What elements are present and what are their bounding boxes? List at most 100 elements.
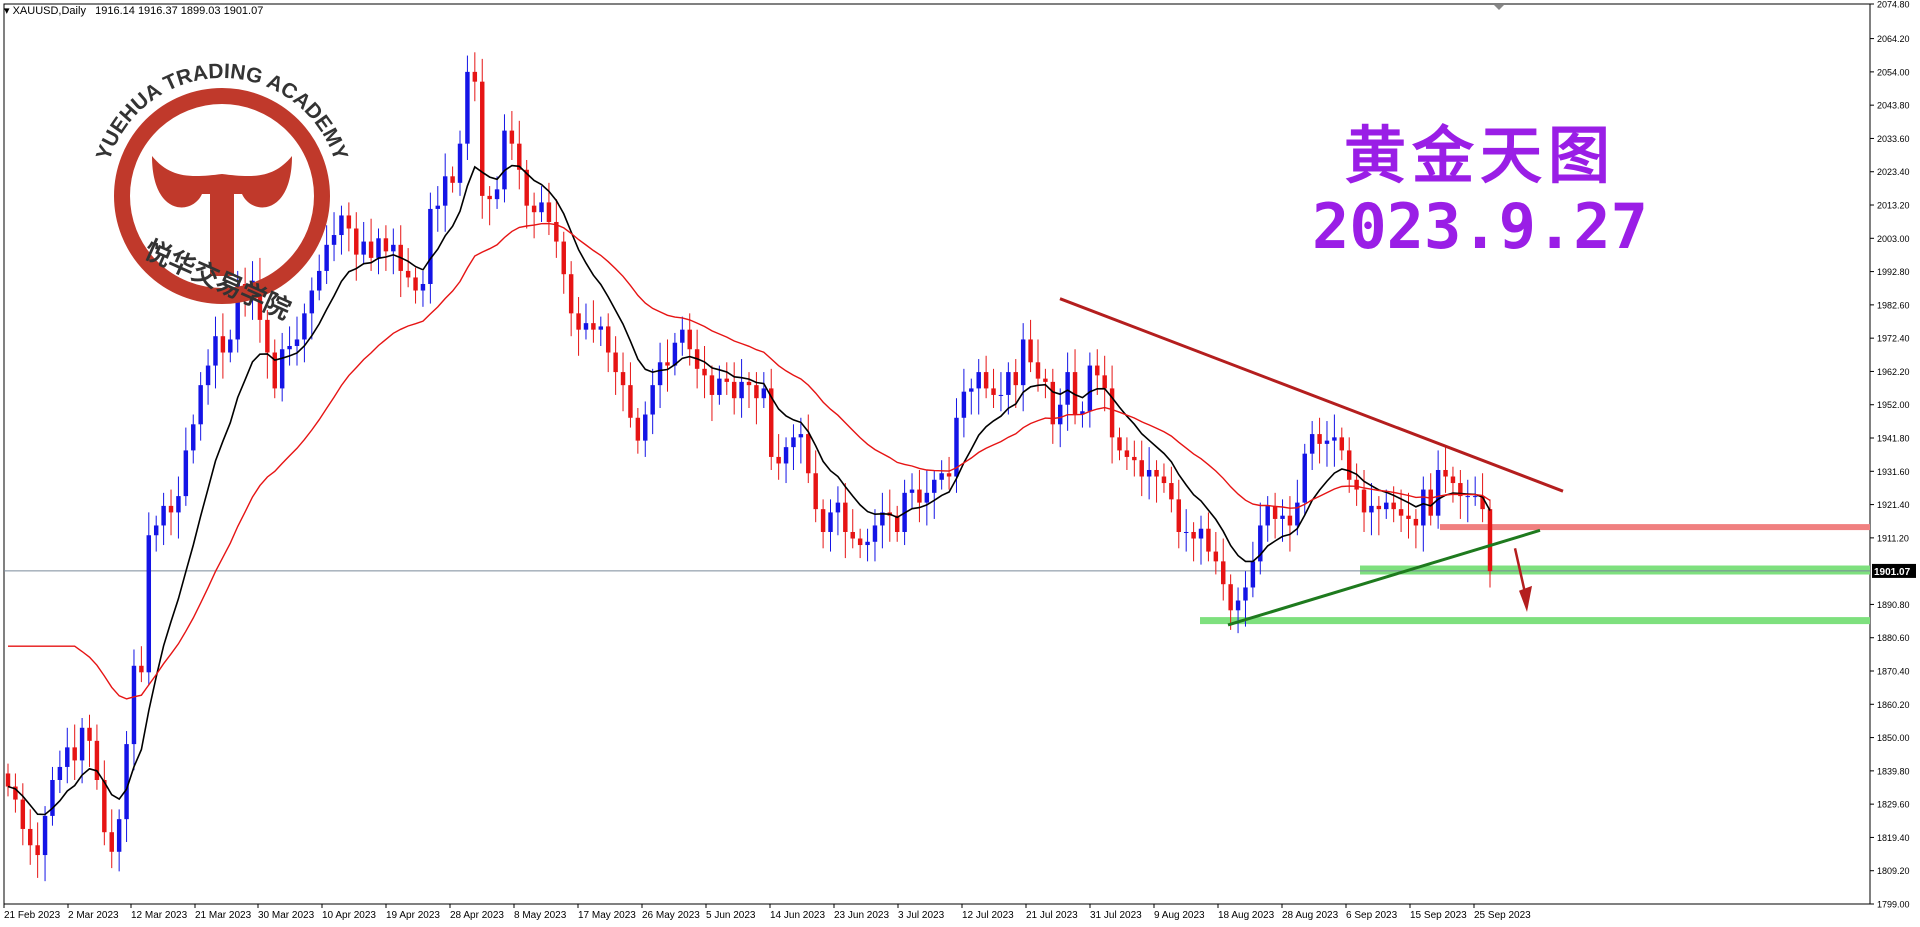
symbol-label: XAUUSD,Daily <box>12 5 86 17</box>
support-zone-lower <box>1200 617 1870 625</box>
academy-logo: YUEHUA TRADING ACADEMY 悦华交易学院 <box>92 60 352 325</box>
current-price-label: 1901.07 <box>1874 567 1911 578</box>
x-tick-label: 28 Apr 2023 <box>450 910 504 921</box>
candle-body <box>287 345 292 350</box>
candle-body <box>1480 496 1485 510</box>
candle-body <box>1265 505 1270 526</box>
candle-body <box>1206 528 1211 552</box>
candle-body <box>583 323 589 330</box>
candle-body <box>665 362 670 366</box>
header-arrow-icon: ▾ <box>4 5 10 17</box>
candle-body <box>1020 339 1026 386</box>
candle-body <box>509 130 515 144</box>
candle-body <box>20 799 26 829</box>
x-tick-label: 21 Jul 2023 <box>1026 910 1078 921</box>
y-tick-label: 2074.80 <box>1877 0 1910 10</box>
candle-body <box>1428 489 1433 516</box>
ma-slow-line <box>8 222 1491 700</box>
current-price-tag <box>1872 563 1916 578</box>
candle-body <box>828 512 833 532</box>
candle-body <box>316 270 322 291</box>
candle-body <box>680 329 685 343</box>
candle-body <box>1198 528 1204 539</box>
y-tick-label: 1880.60 <box>1877 633 1910 643</box>
candle-body <box>65 747 70 767</box>
candle-body <box>917 489 922 503</box>
candle-body <box>531 205 537 213</box>
x-tick-label: 12 Jul 2023 <box>962 910 1014 921</box>
candle-body <box>806 434 811 474</box>
y-tick-label: 2064.20 <box>1877 34 1910 44</box>
candle-body <box>1450 476 1456 484</box>
candle-body <box>1309 434 1315 454</box>
candle-body <box>924 492 930 503</box>
candle-body <box>1183 531 1189 533</box>
candle-body <box>1487 509 1493 572</box>
candle-body <box>1176 499 1182 532</box>
candle-body <box>191 424 196 451</box>
candle-body <box>1361 489 1367 513</box>
candle-body <box>1465 496 1470 498</box>
candle-body <box>1146 469 1152 477</box>
x-tick-label: 9 Aug 2023 <box>1154 910 1205 921</box>
candle-body <box>1028 339 1033 363</box>
candle-body <box>346 215 352 229</box>
chart-header: ▾ XAUUSD,Daily 1916.14 1916.37 1899.03 1… <box>4 4 263 17</box>
candle-body <box>1191 531 1196 539</box>
watermark-date: 2023.9.27 <box>1312 190 1648 263</box>
y-tick-label: 2054.00 <box>1877 67 1910 77</box>
y-tick-label: 1941.80 <box>1877 434 1910 444</box>
candle-body <box>294 339 300 346</box>
candle-body <box>932 479 937 493</box>
candle-body <box>228 339 233 353</box>
candle-body <box>1421 489 1426 526</box>
logo-y-shape-icon <box>152 156 292 276</box>
candle-body <box>880 512 885 526</box>
candle-body <box>1332 437 1337 441</box>
x-tick-label: 14 Jun 2023 <box>770 910 825 921</box>
candle-body <box>1228 584 1233 611</box>
x-tick-label: 3 Jul 2023 <box>898 910 945 921</box>
x-tick-label: 10 Apr 2023 <box>322 910 376 921</box>
candle-body <box>480 81 485 196</box>
candle-body <box>598 326 604 330</box>
candle-body <box>561 241 566 275</box>
candle-body <box>1443 469 1448 477</box>
x-tick-label: 31 Jul 2023 <box>1090 910 1142 921</box>
y-tick-label: 1850.00 <box>1877 733 1910 743</box>
candle-body <box>1324 440 1330 444</box>
candle-body <box>442 176 448 206</box>
candle-body <box>1413 518 1419 526</box>
candle-body <box>457 143 463 183</box>
x-tick-label: 6 Sep 2023 <box>1346 910 1398 921</box>
candle-body <box>724 378 729 382</box>
candle-body <box>428 208 433 284</box>
candle-body <box>146 535 152 673</box>
candle-body <box>1035 362 1041 379</box>
resistance-zone <box>1440 524 1870 531</box>
candle-body <box>1346 450 1352 480</box>
candle-body <box>909 489 915 493</box>
x-tick-label: 5 Jun 2023 <box>706 910 756 921</box>
candle-body <box>168 505 174 513</box>
candle-body <box>405 270 411 278</box>
y-tick-label: 1809.20 <box>1877 866 1910 876</box>
y-tick-label: 1921.40 <box>1877 500 1910 510</box>
y-tick-label: 1952.00 <box>1877 400 1910 410</box>
y-tick-label: 1890.80 <box>1877 600 1910 610</box>
candle-body <box>1302 453 1307 503</box>
candle-body <box>576 313 581 330</box>
candle-body <box>939 473 944 480</box>
candle-body <box>205 365 211 386</box>
candle-body <box>50 779 55 816</box>
candle-body <box>272 352 277 389</box>
candle-body <box>420 283 426 291</box>
ma-fast-line <box>7 164 1491 816</box>
candle-body <box>102 779 107 833</box>
candle-body <box>1132 456 1137 461</box>
candle-body <box>376 238 381 258</box>
candle-body <box>331 235 337 245</box>
candle-body <box>1065 372 1070 405</box>
